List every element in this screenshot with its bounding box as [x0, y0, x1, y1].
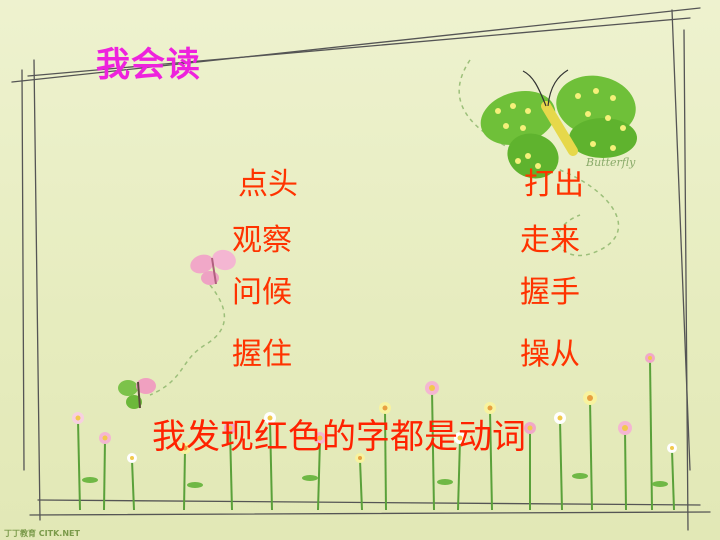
word-item: 握住 — [232, 337, 292, 372]
word-item: 打出 — [524, 167, 584, 202]
page-title: 我会读 — [96, 45, 201, 85]
summary-sentence: 我发现红色的字都是动词 — [152, 417, 526, 457]
flower-border-icon — [72, 353, 677, 511]
butterfly-pink-icon — [190, 249, 236, 285]
butterfly-small-green-icon — [118, 378, 156, 409]
word-item: 握手 — [520, 275, 580, 310]
word-item: 走来 — [520, 223, 580, 258]
word-item: 观察 — [232, 223, 292, 258]
word-item: 问候 — [232, 275, 292, 310]
word-item: 操从 — [520, 337, 580, 372]
butterfly-label: Butterfly — [586, 156, 636, 169]
word-item: 点头 — [238, 167, 298, 202]
butterfly-green-icon — [480, 69, 637, 179]
watermark: 丁丁教育 CITK.NET — [4, 529, 80, 538]
